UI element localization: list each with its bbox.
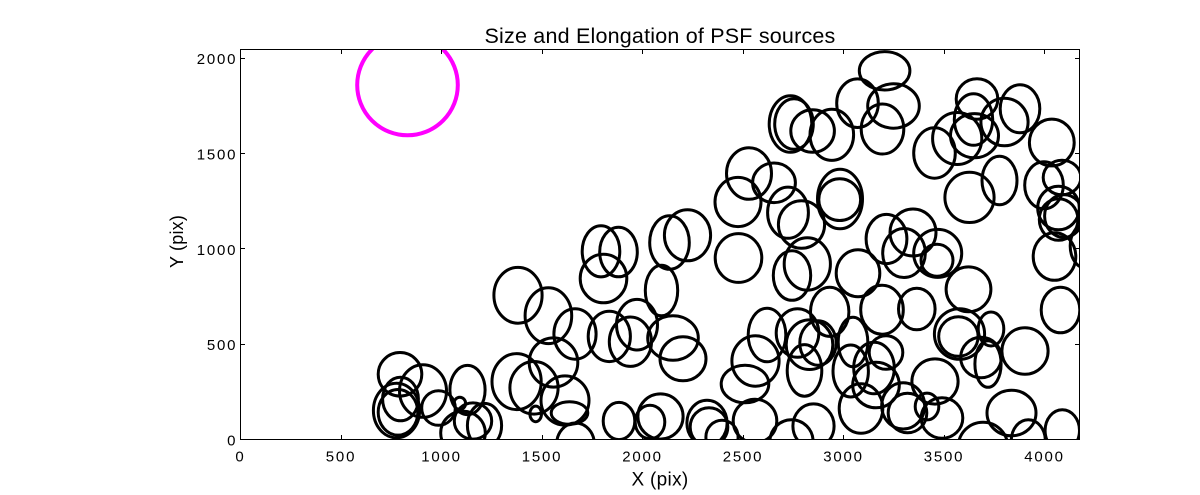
svg-text:1500: 1500 [522, 449, 563, 466]
svg-text:2000: 2000 [197, 51, 238, 68]
svg-text:3500: 3500 [924, 449, 965, 466]
svg-text:Y (pix): Y (pix) [167, 215, 187, 268]
svg-text:Size and Elongation of PSF sou: Size and Elongation of PSF sources [485, 24, 836, 48]
svg-text:500: 500 [207, 337, 237, 354]
svg-text:500: 500 [326, 449, 356, 466]
svg-text:1000: 1000 [197, 242, 238, 259]
svg-text:X (pix): X (pix) [632, 470, 689, 491]
svg-text:0: 0 [235, 449, 245, 466]
svg-text:1000: 1000 [421, 449, 462, 466]
svg-text:2000: 2000 [622, 449, 663, 466]
svg-text:0: 0 [227, 433, 237, 450]
svg-text:1500: 1500 [197, 146, 238, 163]
svg-text:3000: 3000 [823, 449, 864, 466]
svg-text:2500: 2500 [723, 449, 764, 466]
svg-text:4000: 4000 [1024, 449, 1065, 466]
